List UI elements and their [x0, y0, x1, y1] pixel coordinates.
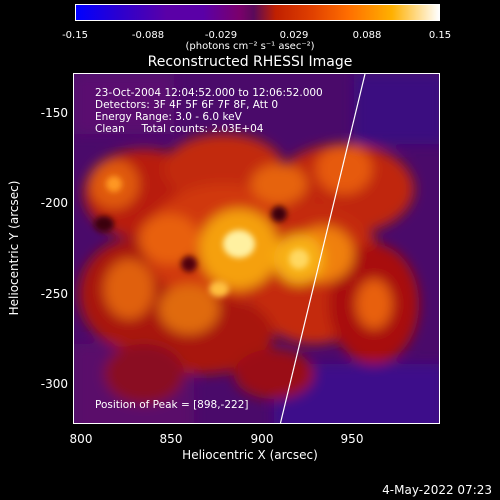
energy-range-text: Energy Range: 3.0 - 6.0 keV	[95, 111, 243, 123]
y-tick-label: -250	[40, 287, 68, 301]
colorbar-tick: 0.088	[352, 30, 382, 41]
colorbar-tick: -0.029	[204, 30, 238, 41]
clean-counts-text: Clean Total counts: 2.03E+04	[95, 123, 264, 135]
image-title: Reconstructed RHESSI Image	[147, 54, 353, 70]
x-axis-label: Heliocentric X (arcsec)	[182, 448, 318, 462]
colorbar-tick: -0.15	[62, 30, 88, 41]
x-tick-label: 950	[340, 432, 364, 446]
x-tick-label: 850	[159, 432, 183, 446]
y-axis-label: Heliocentric Y (arcsec)	[7, 180, 21, 316]
colorbar-units: (photons cm⁻² s⁻¹ asec⁻²)	[185, 41, 315, 52]
x-tick-label: 900	[250, 432, 274, 446]
render-date: 4-May-2022 07:23	[382, 483, 492, 497]
y-tick-label: -200	[40, 196, 68, 210]
y-tick-label: -300	[40, 377, 68, 391]
solar-image: 23-Oct-2004 12:04:52.000 to 12:06:52.000…	[73, 73, 440, 424]
colorbar-tick: 0.15	[428, 30, 452, 41]
peak-position-text: Position of Peak = [898,-222]	[95, 399, 249, 411]
colorbar-tick: -0.088	[131, 30, 165, 41]
colorbar	[75, 4, 440, 21]
detectors-text: Detectors: 3F 4F 5F 6F 7F 8F, Att 0	[95, 99, 278, 111]
emission-peaks	[94, 176, 309, 297]
solar-limb-line	[279, 74, 366, 423]
x-tick-label: 800	[69, 432, 93, 446]
colorbar-tick: 0.029	[279, 30, 309, 41]
image-canvas: 23-Oct-2004 12:04:52.000 to 12:06:52.000…	[74, 74, 439, 423]
time-range-text: 23-Oct-2004 12:04:52.000 to 12:06:52.000	[95, 87, 323, 99]
y-tick-label: -150	[40, 106, 68, 120]
